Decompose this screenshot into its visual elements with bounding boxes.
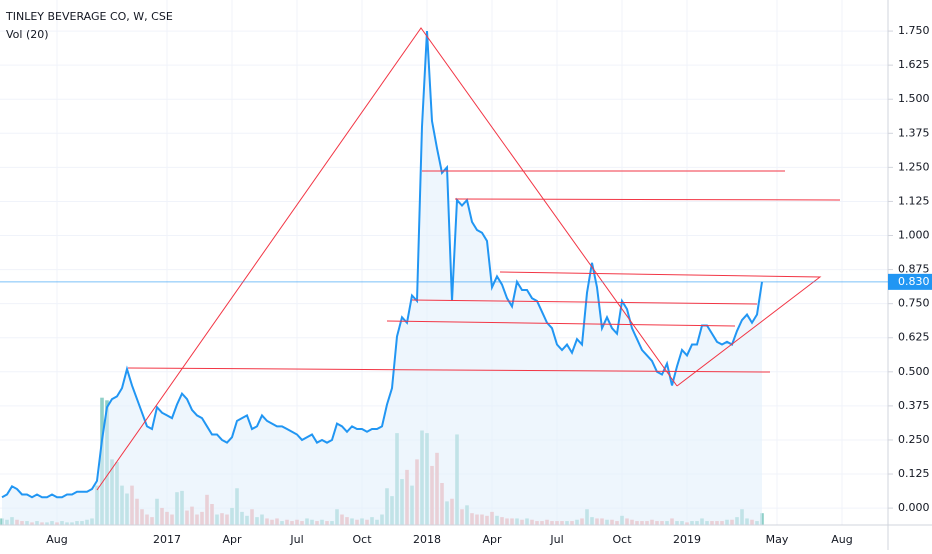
y-tick-label: 0.250 bbox=[898, 433, 930, 446]
y-tick-label: 0.000 bbox=[898, 501, 930, 514]
level-line bbox=[127, 367, 771, 373]
x-tick-label: 2019 bbox=[673, 533, 701, 546]
x-tick-label: Aug bbox=[46, 533, 67, 546]
y-tick-label: 0.500 bbox=[898, 365, 930, 378]
level-line bbox=[386, 320, 736, 327]
x-tick-label: Oct bbox=[612, 533, 632, 546]
y-tick-label: 1.375 bbox=[898, 126, 930, 139]
y-tick-label: 1.500 bbox=[898, 92, 930, 105]
volume-label: Vol (20) bbox=[6, 28, 49, 41]
x-tick-label: 2017 bbox=[153, 533, 181, 546]
y-tick-label: 0.375 bbox=[898, 399, 930, 412]
x-tick-label: Oct bbox=[352, 533, 372, 546]
price-line bbox=[1, 31, 763, 499]
level-line bbox=[411, 299, 758, 305]
y-tick-label: 0.875 bbox=[898, 263, 930, 276]
volume-bar bbox=[0, 518, 4, 525]
y-tick-label: 0.125 bbox=[898, 467, 930, 480]
y-tick-label: 1.625 bbox=[898, 58, 930, 71]
x-tick-label: May bbox=[766, 533, 789, 546]
x-tick-label: Jul bbox=[549, 533, 563, 546]
y-tick-label: 1.125 bbox=[898, 194, 930, 207]
y-tick-label: 1.000 bbox=[898, 229, 930, 242]
price-area bbox=[2, 31, 762, 525]
x-tick-label: Apr bbox=[482, 533, 502, 546]
x-tick-label: Jul bbox=[289, 533, 303, 546]
y-tick-label: 1.250 bbox=[898, 160, 930, 173]
y-tick-label: 1.750 bbox=[898, 24, 930, 37]
drawings bbox=[96, 27, 841, 491]
axes: 0.000 0.125 0.250 0.375 0.500 0.625 0.750 0.875… bbox=[0, 24, 932, 546]
last-price-tag bbox=[888, 273, 932, 290]
x-tick-label: Apr bbox=[222, 533, 242, 546]
price-layer bbox=[1, 31, 763, 525]
x-tick-label: Aug bbox=[831, 533, 852, 546]
x-tick-label: 2018 bbox=[413, 533, 441, 546]
chart-title: TINLEY BEVERAGE CO, W, CSE bbox=[5, 10, 173, 23]
trend-line bbox=[96, 27, 678, 491]
last-price-label: 0.830 bbox=[898, 275, 930, 288]
y-tick-label: 0.750 bbox=[898, 297, 930, 310]
level-line bbox=[454, 198, 841, 201]
triangle-line bbox=[499, 271, 822, 387]
y-tick-label: 0.625 bbox=[898, 331, 930, 344]
